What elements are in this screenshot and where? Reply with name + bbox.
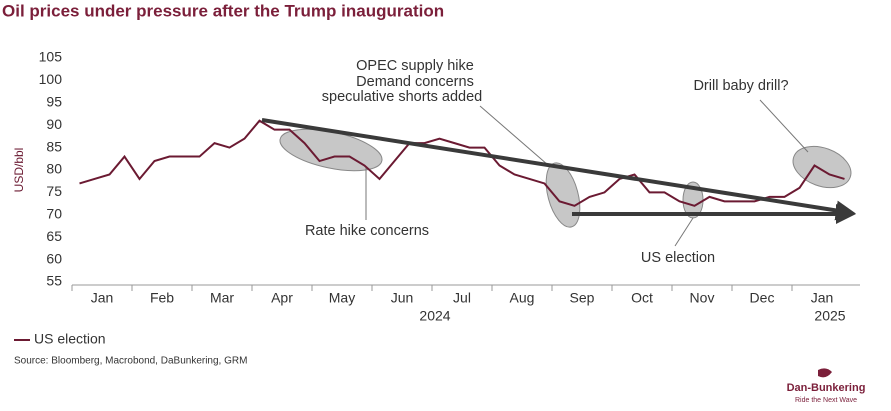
x-tick-label: Jul bbox=[453, 290, 471, 306]
chart-title: Oil prices under pressure after the Trum… bbox=[2, 1, 444, 20]
logo-tagline: Ride the Next Wave bbox=[795, 397, 857, 404]
x-tick-label: May bbox=[329, 290, 355, 306]
y-axis-label: USD/bbl bbox=[12, 148, 26, 193]
trend-arrow bbox=[261, 118, 856, 221]
leaders bbox=[365, 99, 809, 247]
x-tick-label: Jan bbox=[811, 290, 834, 306]
leader bbox=[674, 217, 694, 247]
y-tick-label: 95 bbox=[46, 94, 62, 110]
y-tick-label: 60 bbox=[46, 250, 62, 266]
annotation: Demand concerns bbox=[356, 74, 474, 90]
x-tick-label: Jun bbox=[391, 290, 414, 306]
y-tick-label: 85 bbox=[46, 138, 62, 154]
x-tick-label: Nov bbox=[690, 290, 715, 306]
series-line bbox=[79, 119, 845, 207]
x-tick-label: Feb bbox=[150, 290, 174, 306]
x-tick-label: Aug bbox=[510, 290, 535, 306]
y-tick-label: 105 bbox=[39, 49, 63, 65]
annotation: Drill baby drill? bbox=[693, 78, 788, 94]
x-tick-label: Mar bbox=[210, 290, 234, 306]
x-tick-label: Apr bbox=[271, 290, 293, 306]
y-tick-label: 70 bbox=[46, 206, 62, 222]
highlight bbox=[545, 162, 581, 228]
logo: Dan-Bunkering Ride the Next Wave bbox=[787, 368, 866, 404]
logo-name: Dan-Bunkering bbox=[787, 382, 866, 394]
x-tick-label: Jan bbox=[91, 290, 114, 306]
legend-label: US election bbox=[34, 331, 106, 347]
leader bbox=[759, 99, 809, 153]
y-tick-label: 100 bbox=[39, 71, 63, 87]
plot bbox=[79, 119, 845, 207]
annotation: US election bbox=[641, 250, 715, 266]
source: Source: Bloomberg, Macrobond, DaBunkerin… bbox=[14, 356, 247, 367]
y-tick-label: 65 bbox=[46, 228, 62, 244]
y-tick-label: 90 bbox=[46, 116, 62, 132]
x-tick-label: Dec bbox=[750, 290, 775, 306]
logo-mark bbox=[818, 368, 832, 378]
annotation: speculative shorts added bbox=[322, 89, 482, 105]
y-tick-label: 80 bbox=[46, 161, 62, 177]
leader bbox=[479, 105, 549, 166]
annotation: OPEC supply hike bbox=[356, 58, 474, 74]
x-tick-label: Oct bbox=[631, 290, 653, 306]
annotation: Rate hike concerns bbox=[305, 223, 429, 239]
x-tick-label: Sep bbox=[570, 290, 595, 306]
highlight bbox=[792, 145, 852, 189]
year-label: 2024 bbox=[419, 308, 450, 324]
y-tick-label: 55 bbox=[46, 273, 62, 289]
year-label: 2025 bbox=[814, 308, 845, 324]
y-tick-label: 75 bbox=[46, 183, 62, 199]
